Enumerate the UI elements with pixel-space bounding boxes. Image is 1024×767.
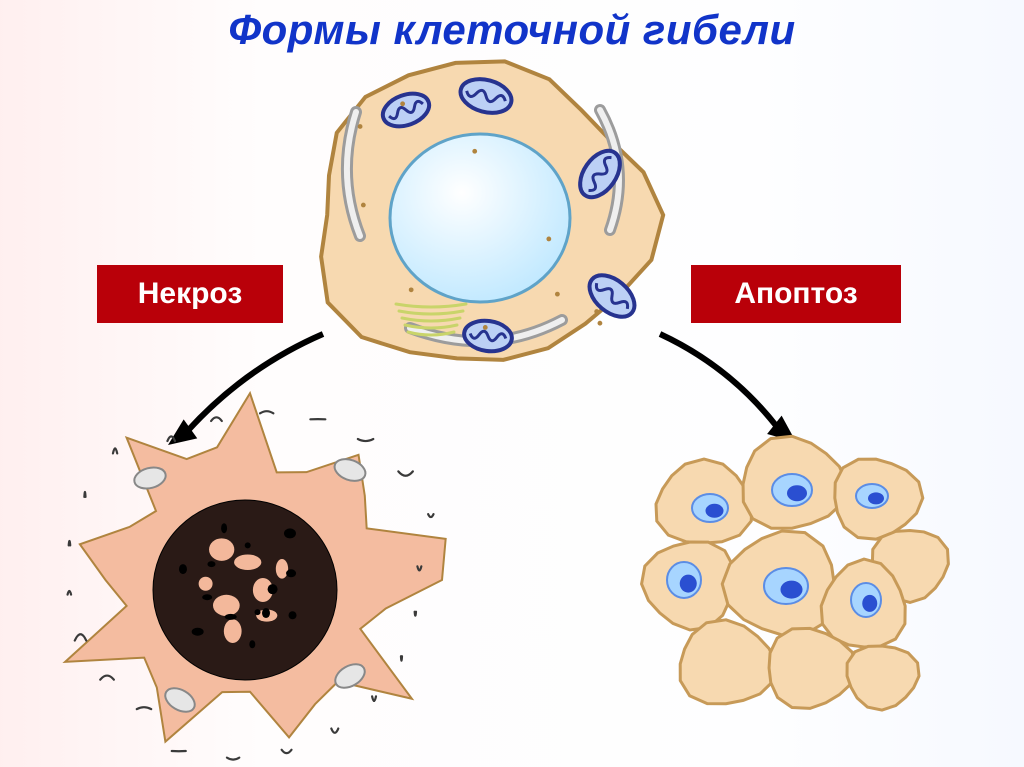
apoptosis-bodies xyxy=(642,436,949,710)
label-apoptosis: Апоптоз xyxy=(691,265,901,323)
slide-canvas: Формы клеточной гибели Некроз Апоптоз xyxy=(0,0,1024,767)
label-necrosis: Некроз xyxy=(97,265,283,323)
page-title: Формы клеточной гибели xyxy=(0,6,1024,54)
diagram-svg xyxy=(0,0,1024,767)
arrow-left xyxy=(188,334,323,431)
arrow-right xyxy=(660,334,777,427)
healthy-cell xyxy=(321,61,663,359)
necrosis-cell xyxy=(65,393,446,759)
